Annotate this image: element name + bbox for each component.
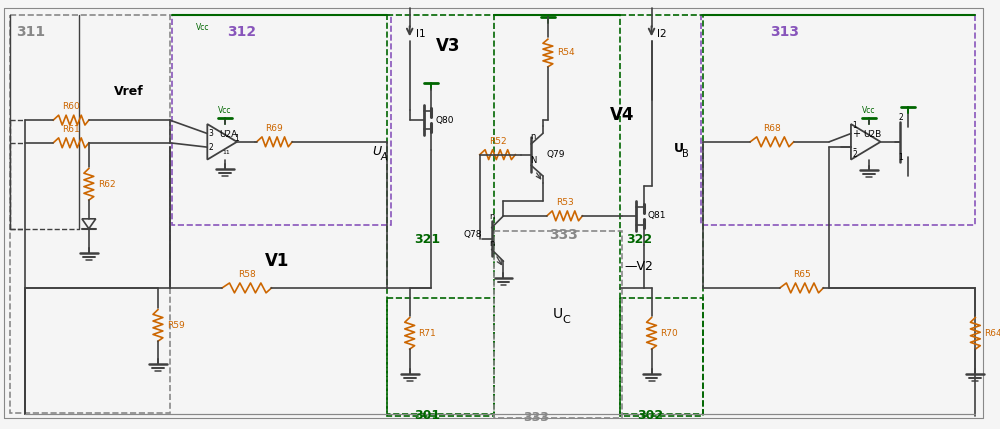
Text: +: + (852, 129, 860, 139)
Text: R58: R58 (238, 270, 256, 279)
Text: Vcc: Vcc (196, 23, 209, 32)
Text: V3: V3 (436, 37, 461, 55)
Text: 333: 333 (549, 227, 578, 242)
Text: 2: 2 (898, 113, 903, 122)
Text: V1: V1 (265, 252, 289, 270)
Text: Q78: Q78 (464, 230, 482, 239)
Text: U: U (674, 142, 684, 155)
Text: R70: R70 (660, 329, 678, 338)
Text: R59: R59 (167, 321, 185, 330)
Text: R62: R62 (98, 180, 115, 189)
Text: 3: 3 (209, 129, 214, 138)
Text: Q81: Q81 (648, 211, 666, 221)
Text: 311: 311 (16, 25, 45, 39)
Text: Vcc: Vcc (862, 106, 875, 115)
Text: Q79: Q79 (547, 150, 565, 159)
Text: 302: 302 (637, 409, 663, 422)
Text: R68: R68 (763, 124, 781, 133)
Text: R60: R60 (62, 102, 80, 111)
Text: n: n (490, 239, 495, 248)
Text: R64: R64 (984, 329, 1000, 338)
Text: R71: R71 (419, 329, 436, 338)
Text: n: n (490, 212, 495, 221)
Text: 313: 313 (770, 25, 799, 39)
Text: B: B (682, 148, 689, 159)
Text: N: N (530, 156, 536, 165)
Text: 322: 322 (626, 233, 652, 246)
Text: 11: 11 (223, 150, 230, 155)
Text: 333: 333 (523, 411, 549, 424)
Text: Q80: Q80 (435, 115, 454, 124)
Text: V4: V4 (610, 106, 635, 124)
Text: 312: 312 (227, 25, 256, 39)
Text: R65: R65 (793, 270, 810, 279)
Text: I1: I1 (416, 29, 425, 39)
Text: C: C (563, 315, 570, 326)
Text: —V2: —V2 (625, 260, 654, 273)
Text: Vcc: Vcc (218, 106, 232, 115)
Text: I2: I2 (657, 29, 667, 39)
Text: 2: 2 (852, 150, 857, 159)
Text: -: - (852, 143, 856, 153)
Text: A: A (380, 151, 387, 162)
Text: R52: R52 (489, 137, 506, 146)
Text: U: U (372, 145, 381, 157)
Text: 321: 321 (415, 233, 441, 246)
Text: R54: R54 (557, 48, 574, 57)
Text: U2A: U2A (219, 130, 237, 139)
Text: R61: R61 (62, 125, 80, 134)
Text: Vref: Vref (114, 85, 143, 98)
Text: U: U (553, 307, 563, 320)
Text: 1: 1 (852, 121, 857, 130)
Text: U2B: U2B (863, 130, 881, 139)
Text: 301: 301 (415, 409, 441, 422)
Text: R53: R53 (556, 198, 574, 207)
Text: R69: R69 (266, 124, 283, 133)
Text: 1: 1 (235, 134, 239, 143)
Text: n: n (530, 132, 535, 141)
Text: 1: 1 (898, 153, 903, 162)
Text: 2: 2 (209, 143, 214, 151)
